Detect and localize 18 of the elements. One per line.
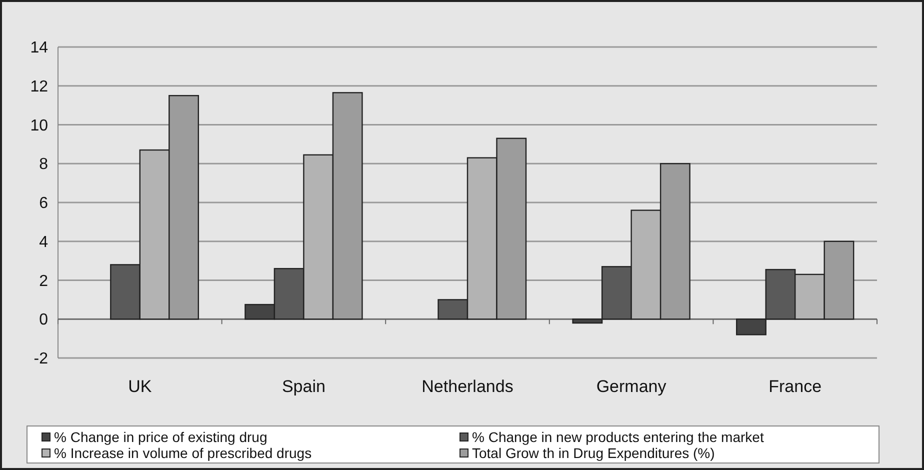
y-tick-label: 6 [39, 195, 48, 212]
y-tick-label: 14 [30, 40, 48, 57]
y-tick-label: 10 [30, 117, 48, 134]
x-tick-label: Spain [282, 377, 326, 396]
x-tick-label: Germany [596, 377, 667, 396]
y-tick-label: 2 [39, 272, 48, 290]
x-tick-label: Netherlands [422, 377, 514, 396]
y-tick-label: 12 [30, 78, 48, 96]
y-tick-label: 4 [39, 234, 48, 251]
legend-label: Total Grow th in Drug Expenditures (%) [472, 444, 715, 461]
legend-label: % Change in price of existing drug [54, 428, 268, 445]
y-tick-label: 0 [39, 312, 48, 329]
x-tick-label: France [768, 377, 822, 396]
x-tick-label: UK [128, 377, 152, 396]
legend-label: % Change in new products entering the market [472, 428, 764, 445]
y-tick-label: 8 [39, 156, 48, 174]
y-tick-label: -2 [34, 350, 48, 368]
legend-label: % Increase in volume of prescribed drugs [54, 444, 312, 461]
